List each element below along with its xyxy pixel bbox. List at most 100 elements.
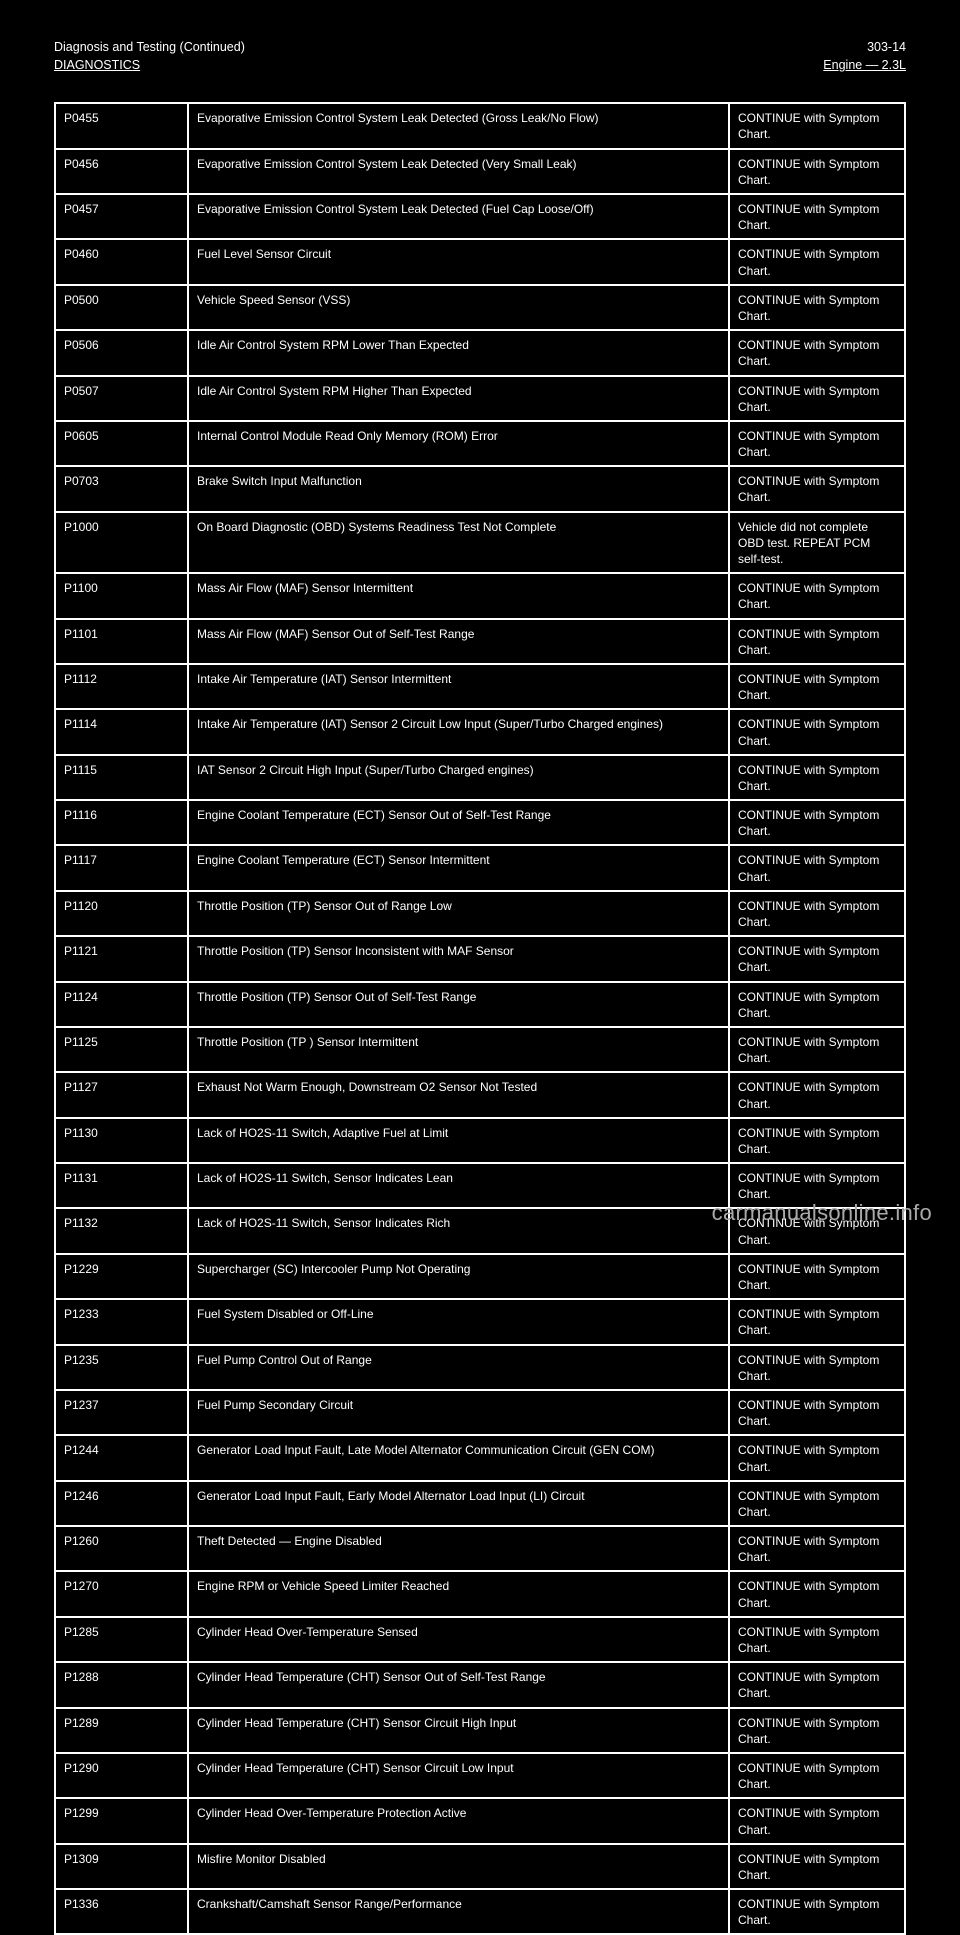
- source-cell: CONTINUE with Symptom Chart.: [729, 1571, 905, 1616]
- table-row: P1246Generator Load Input Fault, Early M…: [55, 1481, 905, 1526]
- table-row: P1117Engine Coolant Temperature (ECT) Se…: [55, 845, 905, 890]
- dtc-cell: P1235: [55, 1345, 188, 1390]
- table-row: P0605Internal Control Module Read Only M…: [55, 421, 905, 466]
- table-row: P1260Theft Detected — Engine DisabledCON…: [55, 1526, 905, 1571]
- source-cell: CONTINUE with Symptom Chart.: [729, 376, 905, 421]
- dtc-cell: P1260: [55, 1526, 188, 1571]
- table-row: P0456Evaporative Emission Control System…: [55, 149, 905, 194]
- source-cell: CONTINUE with Symptom Chart.: [729, 845, 905, 890]
- table-row: P1270Engine RPM or Vehicle Speed Limiter…: [55, 1571, 905, 1616]
- source-cell: CONTINUE with Symptom Chart.: [729, 1526, 905, 1571]
- source-cell: CONTINUE with Symptom Chart.: [729, 1662, 905, 1707]
- table-row: P1235Fuel Pump Control Out of RangeCONTI…: [55, 1345, 905, 1390]
- source-cell: CONTINUE with Symptom Chart.: [729, 1299, 905, 1344]
- table-row: P1121Throttle Position (TP) Sensor Incon…: [55, 936, 905, 981]
- table-row: P0506Idle Air Control System RPM Lower T…: [55, 330, 905, 375]
- dtc-cell: P1309: [55, 1844, 188, 1889]
- header-left-line2: DIAGNOSTICS: [54, 56, 140, 74]
- source-cell: CONTINUE with Symptom Chart.: [729, 1889, 905, 1934]
- source-cell: CONTINUE with Symptom Chart.: [729, 936, 905, 981]
- description-cell: Throttle Position (TP) Sensor Inconsiste…: [188, 936, 729, 981]
- dtc-cell: P1229: [55, 1254, 188, 1299]
- description-cell: Throttle Position (TP) Sensor Out of Ran…: [188, 891, 729, 936]
- description-cell: Fuel System Disabled or Off-Line: [188, 1299, 729, 1344]
- description-cell: Supercharger (SC) Intercooler Pump Not O…: [188, 1254, 729, 1299]
- dtc-cell: P1244: [55, 1435, 188, 1480]
- source-cell: CONTINUE with Symptom Chart.: [729, 1708, 905, 1753]
- source-cell: CONTINUE with Symptom Chart.: [729, 664, 905, 709]
- table-row: P1233Fuel System Disabled or Off-LineCON…: [55, 1299, 905, 1344]
- table-row: P1000On Board Diagnostic (OBD) Systems R…: [55, 512, 905, 574]
- description-cell: Lack of HO2S-11 Switch, Adaptive Fuel at…: [188, 1118, 729, 1163]
- dtc-cell: P1233: [55, 1299, 188, 1344]
- dtc-cell: P1115: [55, 755, 188, 800]
- table-row: P0500Vehicle Speed Sensor (VSS)CONTINUE …: [55, 285, 905, 330]
- table-row: P1120Throttle Position (TP) Sensor Out o…: [55, 891, 905, 936]
- description-cell: Intake Air Temperature (IAT) Sensor 2 Ci…: [188, 709, 729, 754]
- table-row: P1112Intake Air Temperature (IAT) Sensor…: [55, 664, 905, 709]
- description-cell: Idle Air Control System RPM Lower Than E…: [188, 330, 729, 375]
- source-cell: CONTINUE with Symptom Chart.: [729, 1753, 905, 1798]
- dtc-cell: P1285: [55, 1617, 188, 1662]
- dtc-cell: P1125: [55, 1027, 188, 1072]
- dtc-cell: P1237: [55, 1390, 188, 1435]
- source-cell: CONTINUE with Symptom Chart.: [729, 466, 905, 511]
- table-row: P1289Cylinder Head Temperature (CHT) Sen…: [55, 1708, 905, 1753]
- dtc-cell: P1117: [55, 845, 188, 890]
- dtc-cell: P1112: [55, 664, 188, 709]
- table-row: P1285Cylinder Head Over-Temperature Sens…: [55, 1617, 905, 1662]
- source-cell: CONTINUE with Symptom Chart.: [729, 619, 905, 664]
- page-header: Diagnosis and Testing (Continued) DIAGNO…: [54, 38, 906, 74]
- dtc-cell: P0506: [55, 330, 188, 375]
- table-row: P1309Misfire Monitor DisabledCONTINUE wi…: [55, 1844, 905, 1889]
- table-row: P1116Engine Coolant Temperature (ECT) Se…: [55, 800, 905, 845]
- page-content: Diagnosis and Testing (Continued) DIAGNO…: [54, 38, 906, 1935]
- header-right-line1: 303-14: [823, 38, 906, 56]
- table-row: P1127Exhaust Not Warm Enough, Downstream…: [55, 1072, 905, 1117]
- header-left: Diagnosis and Testing (Continued) DIAGNO…: [54, 38, 245, 74]
- table-row: P0457Evaporative Emission Control System…: [55, 194, 905, 239]
- description-cell: Mass Air Flow (MAF) Sensor Intermittent: [188, 573, 729, 618]
- source-cell: CONTINUE with Symptom Chart.: [729, 1072, 905, 1117]
- source-cell: CONTINUE with Symptom Chart.: [729, 1435, 905, 1480]
- source-cell: CONTINUE with Symptom Chart.: [729, 1390, 905, 1435]
- table-row: P1125Throttle Position (TP ) Sensor Inte…: [55, 1027, 905, 1072]
- table-row: P1115IAT Sensor 2 Circuit High Input (Su…: [55, 755, 905, 800]
- description-cell: Lack of HO2S-11 Switch, Sensor Indicates…: [188, 1208, 729, 1253]
- description-cell: Throttle Position (TP ) Sensor Intermitt…: [188, 1027, 729, 1072]
- table-row: P1124Throttle Position (TP) Sensor Out o…: [55, 982, 905, 1027]
- description-cell: Engine Coolant Temperature (ECT) Sensor …: [188, 845, 729, 890]
- dtc-cell: P1289: [55, 1708, 188, 1753]
- dtc-table: P0455Evaporative Emission Control System…: [54, 102, 906, 1935]
- table-row: P1100Mass Air Flow (MAF) Sensor Intermit…: [55, 573, 905, 618]
- source-cell: CONTINUE with Symptom Chart.: [729, 285, 905, 330]
- description-cell: Throttle Position (TP) Sensor Out of Sel…: [188, 982, 729, 1027]
- source-cell: CONTINUE with Symptom Chart.: [729, 800, 905, 845]
- dtc-cell: P0605: [55, 421, 188, 466]
- table-row: P0460Fuel Level Sensor CircuitCONTINUE w…: [55, 239, 905, 284]
- dtc-cell: P1246: [55, 1481, 188, 1526]
- dtc-cell: P1121: [55, 936, 188, 981]
- description-cell: Cylinder Head Temperature (CHT) Sensor C…: [188, 1708, 729, 1753]
- description-cell: Evaporative Emission Control System Leak…: [188, 149, 729, 194]
- description-cell: Generator Load Input Fault, Late Model A…: [188, 1435, 729, 1480]
- source-cell: CONTINUE with Symptom Chart.: [729, 194, 905, 239]
- description-cell: Evaporative Emission Control System Leak…: [188, 194, 729, 239]
- source-cell: CONTINUE with Symptom Chart.: [729, 755, 905, 800]
- source-cell: CONTINUE with Symptom Chart.: [729, 1118, 905, 1163]
- description-cell: Intake Air Temperature (IAT) Sensor Inte…: [188, 664, 729, 709]
- dtc-cell: P1290: [55, 1753, 188, 1798]
- description-cell: Internal Control Module Read Only Memory…: [188, 421, 729, 466]
- description-cell: Crankshaft/Camshaft Sensor Range/Perform…: [188, 1889, 729, 1934]
- dtc-cell: P1100: [55, 573, 188, 618]
- description-cell: Idle Air Control System RPM Higher Than …: [188, 376, 729, 421]
- dtc-cell: P1114: [55, 709, 188, 754]
- source-cell: CONTINUE with Symptom Chart.: [729, 1345, 905, 1390]
- source-cell: CONTINUE with Symptom Chart.: [729, 1254, 905, 1299]
- description-cell: Cylinder Head Over-Temperature Protectio…: [188, 1798, 729, 1843]
- dtc-cell: P1130: [55, 1118, 188, 1163]
- description-cell: Generator Load Input Fault, Early Model …: [188, 1481, 729, 1526]
- dtc-cell: P0456: [55, 149, 188, 194]
- description-cell: Misfire Monitor Disabled: [188, 1844, 729, 1889]
- source-cell: CONTINUE with Symptom Chart.: [729, 421, 905, 466]
